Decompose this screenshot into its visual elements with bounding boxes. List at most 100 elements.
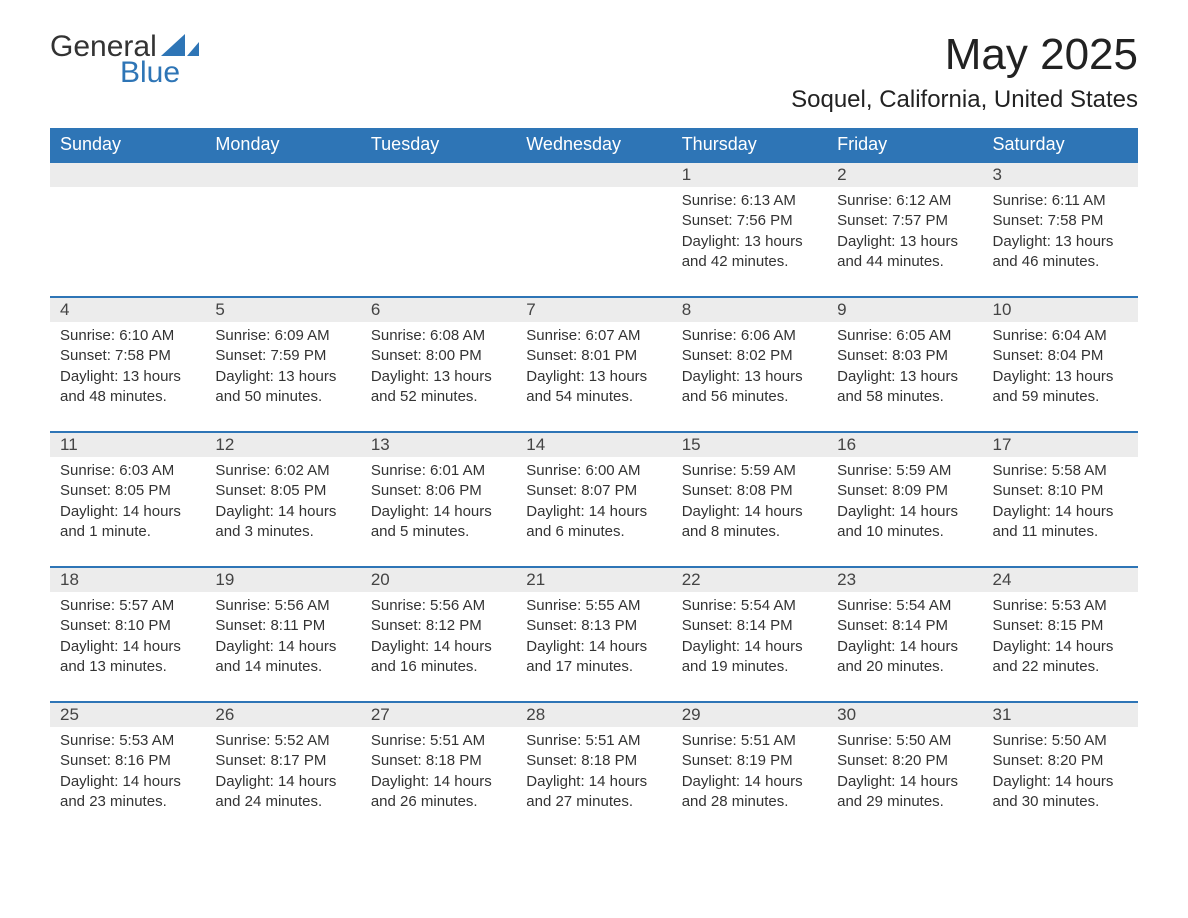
day-content-cell: Sunrise: 5:51 AMSunset: 8:19 PMDaylight:… — [672, 727, 827, 837]
day-number-cell: 21 — [516, 567, 671, 592]
sunrise-line: Sunrise: 5:51 AM — [682, 731, 817, 751]
day-number-cell: 1 — [672, 162, 827, 187]
day-number-cell: 30 — [827, 702, 982, 727]
sunset-line: Sunset: 8:00 PM — [371, 346, 506, 366]
title-block: May 2025 Soquel, California, United Stat… — [791, 30, 1138, 114]
sunrise-line: Sunrise: 6:03 AM — [60, 461, 195, 481]
daylight-line: Daylight: 13 hours and 44 minutes. — [837, 232, 972, 273]
day-number-cell: 25 — [50, 702, 205, 727]
week-content-row: Sunrise: 5:57 AMSunset: 8:10 PM Daylight:… — [50, 592, 1138, 702]
sunrise-line: Sunrise: 5:50 AM — [993, 731, 1128, 751]
day-content-cell: Sunrise: 5:53 AMSunset: 8:16 PMDaylight:… — [50, 727, 205, 837]
day-content-cell: Sunrise: 5:54 AMSunset: 8:14 PMDaylight:… — [672, 592, 827, 702]
day-content-cell: Sunrise: 5:59 AMSunset: 8:09 PMDaylight:… — [827, 457, 982, 567]
day-content-cell: Sunrise: 6:06 AMSunset: 8:02 PMDaylight:… — [672, 322, 827, 432]
empty-daynum-cell — [361, 162, 516, 187]
sunrise-line: Sunrise: 6:13 AM — [682, 191, 817, 211]
daylight-line: Daylight: 14 hours and 3 minutes. — [215, 502, 350, 543]
day-number-cell: 19 — [205, 567, 360, 592]
daylight-line: Daylight: 14 hours and 23 minutes. — [60, 772, 195, 813]
day-content-cell: Sunrise: 5:53 AMSunset: 8:15 PMDaylight:… — [983, 592, 1138, 702]
day-number-cell: 11 — [50, 432, 205, 457]
weekday-header: Friday — [827, 128, 982, 162]
sunrise-line: Sunrise: 5:53 AM — [993, 596, 1128, 616]
sunrise-line: Sunrise: 5:57 AM — [60, 596, 195, 616]
weekday-header-row: Sunday Monday Tuesday Wednesday Thursday… — [50, 128, 1138, 162]
sunrise-line: Sunrise: 5:51 AM — [526, 731, 661, 751]
day-number-cell: 7 — [516, 297, 671, 322]
empty-content-cell — [361, 187, 516, 297]
day-number-cell: 17 — [983, 432, 1138, 457]
daylight-line: Daylight: 13 hours and 58 minutes. — [837, 367, 972, 408]
sunset-line: Sunset: 7:56 PM — [682, 211, 817, 231]
empty-daynum-cell — [516, 162, 671, 187]
sunset-line: Sunset: 7:58 PM — [993, 211, 1128, 231]
day-content-cell: Sunrise: 5:54 AMSunset: 8:14 PMDaylight:… — [827, 592, 982, 702]
sunrise-line: Sunrise: 6:02 AM — [215, 461, 350, 481]
sunset-line: Sunset: 8:09 PM — [837, 481, 972, 501]
empty-content-cell — [205, 187, 360, 297]
day-number-cell: 13 — [361, 432, 516, 457]
sunrise-line: Sunrise: 6:04 AM — [993, 326, 1128, 346]
weekday-header: Thursday — [672, 128, 827, 162]
sunrise-line: Sunrise: 6:12 AM — [837, 191, 972, 211]
daylight-line: Daylight: 13 hours and 54 minutes. — [526, 367, 661, 408]
sunrise-line: Sunrise: 5:50 AM — [837, 731, 972, 751]
day-number-cell: 28 — [516, 702, 671, 727]
sunset-line: Sunset: 8:18 PM — [371, 751, 506, 771]
day-content-cell: Sunrise: 5:56 AMSunset: 8:11 PMDaylight:… — [205, 592, 360, 702]
sunrise-line: Sunrise: 6:09 AM — [215, 326, 350, 346]
day-content-cell: Sunrise: 5:52 AMSunset: 8:17 PMDaylight:… — [205, 727, 360, 837]
week-daynum-row: 123 — [50, 162, 1138, 187]
sunrise-line: Sunrise: 5:56 AM — [371, 596, 506, 616]
daylight-line: Daylight: 14 hours and 22 minutes. — [993, 637, 1128, 678]
sunset-line: Sunset: 7:59 PM — [215, 346, 350, 366]
empty-daynum-cell — [205, 162, 360, 187]
sunset-line: Sunset: 8:19 PM — [682, 751, 817, 771]
daylight-line: Daylight: 13 hours and 42 minutes. — [682, 232, 817, 273]
month-title: May 2025 — [791, 30, 1138, 80]
day-number-cell: 27 — [361, 702, 516, 727]
day-number-cell: 4 — [50, 297, 205, 322]
daylight-line: Daylight: 13 hours and 46 minutes. — [993, 232, 1128, 273]
sunset-line: Sunset: 8:20 PM — [837, 751, 972, 771]
daylight-line: Daylight: 14 hours and 30 minutes. — [993, 772, 1128, 813]
sunrise-line: Sunrise: 6:01 AM — [371, 461, 506, 481]
sunset-line: Sunset: 8:16 PM — [60, 751, 195, 771]
sunrise-line: Sunrise: 5:51 AM — [371, 731, 506, 751]
daylight-line: Daylight: 14 hours and 17 minutes. — [526, 637, 661, 678]
sunrise-line: Sunrise: 5:59 AM — [682, 461, 817, 481]
sunset-line: Sunset: 8:20 PM — [993, 751, 1128, 771]
sunrise-line: Sunrise: 5:54 AM — [682, 596, 817, 616]
sunset-line: Sunset: 8:05 PM — [60, 481, 195, 501]
calendar-table: Sunday Monday Tuesday Wednesday Thursday… — [50, 128, 1138, 837]
daylight-line: Daylight: 14 hours and 10 minutes. — [837, 502, 972, 543]
week-content-row: Sunrise: 6:03 AMSunset: 8:05 PM Daylight:… — [50, 457, 1138, 567]
sunset-line: Sunset: 8:10 PM — [60, 616, 195, 636]
daylight-line: Daylight: 14 hours and 28 minutes. — [682, 772, 817, 813]
day-content-cell: Sunrise: 5:59 AMSunset: 8:08 PMDaylight:… — [672, 457, 827, 567]
week-daynum-row: 11121314151617 — [50, 432, 1138, 457]
logo-text-blue: Blue — [120, 56, 199, 90]
day-content-cell: Sunrise: 6:12 AMSunset: 7:57 PMDaylight:… — [827, 187, 982, 297]
daylight-line: Daylight: 13 hours and 48 minutes. — [60, 367, 195, 408]
day-number-cell: 14 — [516, 432, 671, 457]
day-number-cell: 26 — [205, 702, 360, 727]
week-daynum-row: 45678910 — [50, 297, 1138, 322]
sunrise-line: Sunrise: 5:58 AM — [993, 461, 1128, 481]
sunset-line: Sunset: 8:11 PM — [215, 616, 350, 636]
weekday-header: Saturday — [983, 128, 1138, 162]
location-subtitle: Soquel, California, United States — [791, 86, 1138, 114]
week-content-row: Sunrise: 5:53 AMSunset: 8:16 PMDaylight:… — [50, 727, 1138, 837]
daylight-line: Daylight: 14 hours and 26 minutes. — [371, 772, 506, 813]
sunset-line: Sunset: 8:14 PM — [682, 616, 817, 636]
calendar-body: 123Sunrise: 6:13 AMSunset: 7:56 PMDaylig… — [50, 162, 1138, 837]
weekday-header: Sunday — [50, 128, 205, 162]
empty-content-cell — [516, 187, 671, 297]
day-number-cell: 24 — [983, 567, 1138, 592]
day-number-cell: 22 — [672, 567, 827, 592]
daylight-line: Daylight: 14 hours and 19 minutes. — [682, 637, 817, 678]
sunrise-line: Sunrise: 5:54 AM — [837, 596, 972, 616]
day-number-cell: 2 — [827, 162, 982, 187]
day-content-cell: Sunrise: 6:00 AMSunset: 8:07 PMDaylight:… — [516, 457, 671, 567]
